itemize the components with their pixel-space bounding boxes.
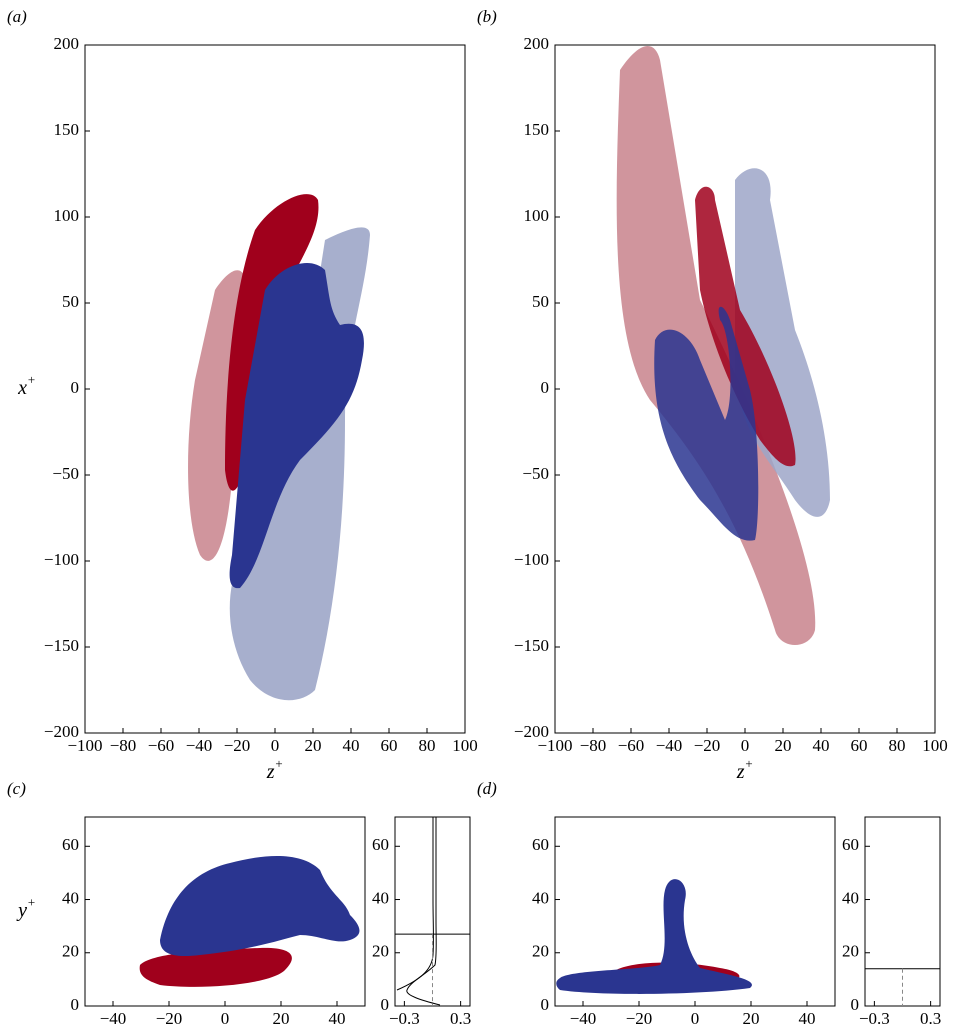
x-tick-label: 20 xyxy=(743,1009,760,1028)
axis-label-part: + xyxy=(745,756,754,771)
x-tick-label: 100 xyxy=(452,736,478,755)
axis-label-part: z xyxy=(736,761,745,783)
y-tick-label: 50 xyxy=(532,292,549,311)
axis-label-part: + xyxy=(27,372,36,387)
isosurfaces-d xyxy=(556,879,752,994)
y-tick-label: 40 xyxy=(842,888,859,907)
x-tick-label: 0 xyxy=(271,736,280,755)
axis-label: z+ xyxy=(266,756,284,783)
x-tick-label: 0.3 xyxy=(450,1009,471,1028)
isosurfaces-b xyxy=(616,46,830,646)
y-tick-label: 0 xyxy=(541,995,550,1014)
y-tick-label: 100 xyxy=(54,206,80,225)
y-tick-label: 40 xyxy=(62,888,79,907)
panel-label: (b) xyxy=(477,7,497,26)
isosurfaces-a xyxy=(188,194,370,701)
x-tick-label: −40 xyxy=(186,736,213,755)
x-tick-label: −60 xyxy=(618,736,645,755)
axis-label: x+ xyxy=(17,372,36,399)
panel-label: (d) xyxy=(477,779,497,798)
isosurfaces-c xyxy=(139,855,360,987)
y-tick-label: 0 xyxy=(381,995,390,1014)
x-tick-label: 60 xyxy=(381,736,398,755)
y-tick-label: 60 xyxy=(532,835,549,854)
x-tick-label: 20 xyxy=(305,736,322,755)
x-tick-label: 20 xyxy=(273,1009,290,1028)
x-tick-label: −40 xyxy=(100,1009,127,1028)
y-tick-label: 40 xyxy=(372,888,389,907)
panel-label: (a) xyxy=(7,7,27,26)
x-tick-label: −80 xyxy=(580,736,607,755)
y-tick-label: 0 xyxy=(851,995,860,1014)
x-tick-label: −80 xyxy=(110,736,137,755)
axis-label: z+ xyxy=(736,756,754,783)
x-tick-label: 0 xyxy=(221,1009,230,1028)
x-tick-label: −100 xyxy=(537,736,572,755)
y-tick-label: 0 xyxy=(71,995,80,1014)
y-tick-label: 150 xyxy=(524,120,550,139)
x-tick-label: −40 xyxy=(570,1009,597,1028)
x-tick-label: −20 xyxy=(224,736,251,755)
x-tick-label: 40 xyxy=(343,736,360,755)
x-tick-label: 0 xyxy=(741,736,750,755)
axis-label-part: + xyxy=(27,894,36,909)
y-tick-label: −150 xyxy=(44,636,79,655)
profile-curve-c xyxy=(396,817,434,991)
panel-label: (c) xyxy=(7,779,26,798)
y-tick-label: 150 xyxy=(54,120,80,139)
y-tick-label: 20 xyxy=(532,942,549,961)
y-tick-label: 100 xyxy=(524,206,550,225)
y-tick-label: 20 xyxy=(62,942,79,961)
y-tick-label: 40 xyxy=(532,888,549,907)
x-tick-label: −40 xyxy=(656,736,683,755)
x-tick-label: 40 xyxy=(813,736,830,755)
y-tick-label: 60 xyxy=(372,835,389,854)
x-tick-label: −20 xyxy=(694,736,721,755)
x-tick-label: −0.3 xyxy=(389,1009,420,1028)
y-tick-label: −100 xyxy=(44,550,79,569)
x-tick-label: 80 xyxy=(419,736,436,755)
y-tick-label: 20 xyxy=(842,942,859,961)
y-tick-label: −200 xyxy=(514,722,549,741)
x-tick-label: 20 xyxy=(775,736,792,755)
x-tick-label: 80 xyxy=(889,736,906,755)
y-tick-label: 0 xyxy=(541,378,550,397)
axis-label: y+ xyxy=(16,894,36,921)
y-tick-label: −200 xyxy=(44,722,79,741)
x-tick-label: −20 xyxy=(156,1009,183,1028)
y-tick-label: −50 xyxy=(522,464,549,483)
y-tick-label: 50 xyxy=(62,292,79,311)
axis-label-part: z xyxy=(266,761,275,783)
x-tick-label: −0.3 xyxy=(859,1009,890,1028)
y-tick-label: 60 xyxy=(62,835,79,854)
axis-label-part: y xyxy=(16,899,27,921)
x-tick-label: −60 xyxy=(148,736,175,755)
x-tick-label: −20 xyxy=(626,1009,653,1028)
axis-label-part: + xyxy=(275,756,284,771)
y-tick-label: 60 xyxy=(842,835,859,854)
axis-label-part: x xyxy=(17,377,27,399)
x-tick-label: 40 xyxy=(799,1009,816,1028)
y-tick-label: 20 xyxy=(372,942,389,961)
x-tick-label: 0 xyxy=(691,1009,700,1028)
x-tick-label: −100 xyxy=(67,736,102,755)
x-tick-label: 60 xyxy=(851,736,868,755)
x-tick-label: 0.3 xyxy=(920,1009,941,1028)
profile-curve-d xyxy=(406,817,441,1006)
x-tick-label: 100 xyxy=(922,736,948,755)
x-tick-label: 40 xyxy=(329,1009,346,1028)
y-tick-label: −150 xyxy=(514,636,549,655)
y-tick-label: 200 xyxy=(524,34,550,53)
y-tick-label: 200 xyxy=(54,34,80,53)
y-tick-label: −50 xyxy=(52,464,79,483)
y-tick-label: −100 xyxy=(514,550,549,569)
y-tick-label: 0 xyxy=(71,378,80,397)
